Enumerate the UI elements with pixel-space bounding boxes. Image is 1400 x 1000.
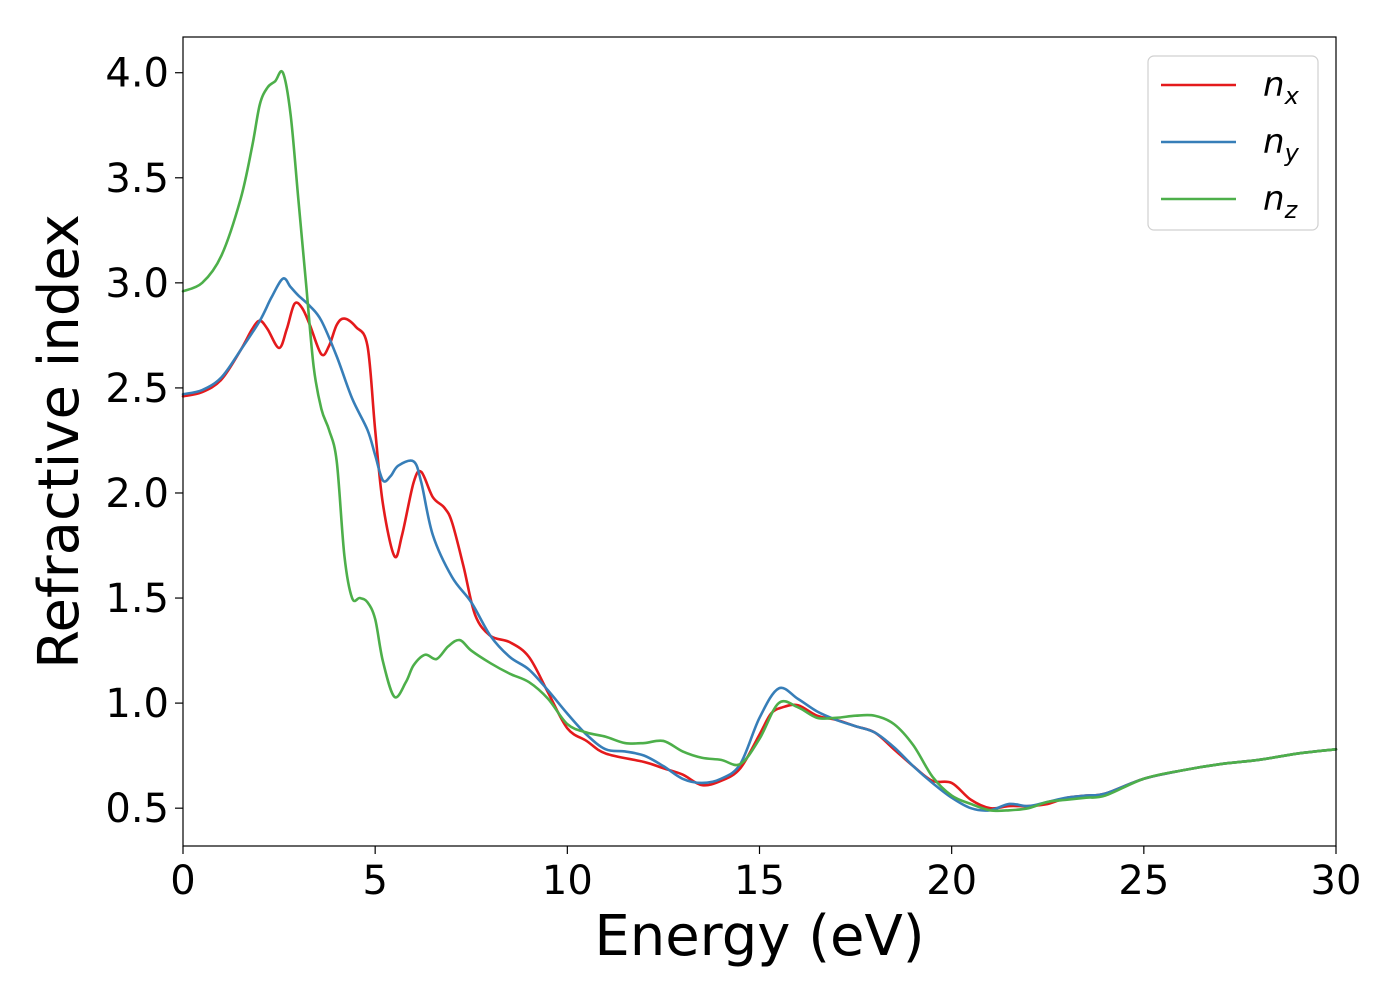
series-line-n-y: [181, 277, 1338, 812]
y-axis-title: Refractive index: [27, 214, 92, 669]
y-tick-label: 2.0: [105, 471, 169, 517]
x-tick-label: 0: [170, 858, 195, 904]
legend-label: nz: [1263, 179, 1299, 224]
y-tick-label: 4.0: [105, 51, 169, 97]
y-tick-label: 1.5: [105, 576, 169, 622]
y-axis-ticks: 0.5 1.0 1.5 2.0 2.5 3.0 3.5 4.0: [105, 51, 183, 832]
series-layer: [181, 70, 1338, 813]
x-tick-label: 25: [1118, 858, 1169, 904]
series-line-n-z: [181, 70, 1338, 813]
y-tick-label: 0.5: [105, 786, 169, 832]
y-tick-label: 1.0: [105, 681, 169, 727]
x-axis-title: Energy (eV): [594, 904, 924, 969]
series-line-n-x: [181, 301, 1338, 810]
y-tick-label: 3.5: [105, 156, 169, 202]
legend: nx ny nz: [1147, 55, 1319, 231]
legend-label: ny: [1263, 122, 1300, 167]
x-tick-label: 20: [926, 858, 977, 904]
y-tick-label: 2.5: [105, 366, 169, 412]
x-axis-ticks: 0 5 10 15 20 25 30: [170, 846, 1361, 904]
x-tick-label: 10: [542, 858, 593, 904]
legend-label: nx: [1263, 65, 1300, 110]
x-tick-label: 5: [362, 858, 387, 904]
x-tick-label: 30: [1311, 858, 1362, 904]
y-tick-label: 3.0: [105, 261, 169, 307]
x-tick-label: 15: [734, 858, 785, 904]
